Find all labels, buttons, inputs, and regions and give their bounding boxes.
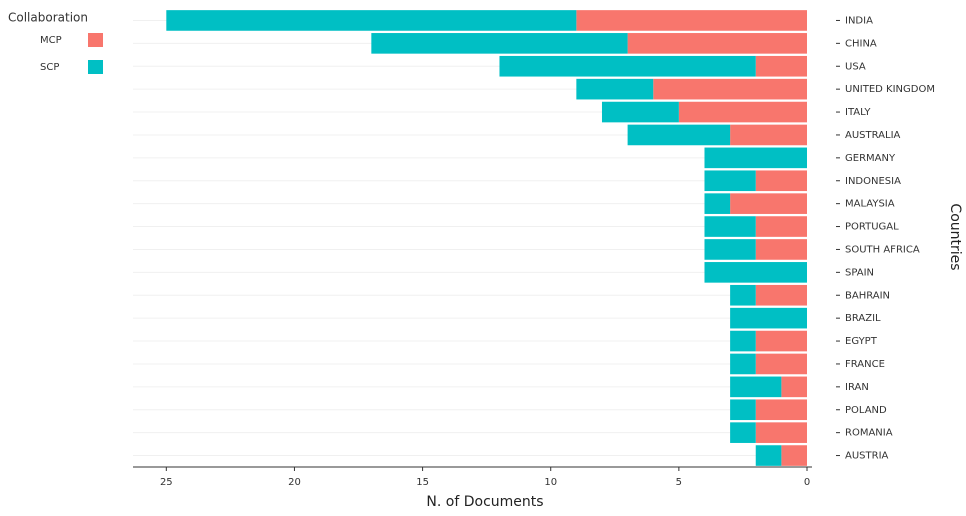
bar-segment (653, 78, 807, 100)
y-tick-label: SOUTH AFRICA (845, 244, 920, 255)
bar-segment (730, 330, 756, 352)
y-tick-label: SPAIN (845, 267, 874, 278)
bar-segment (781, 445, 807, 466)
bar-segment (755, 55, 807, 77)
y-tick-label: AUSTRALIA (845, 130, 901, 141)
bar-segment (730, 376, 782, 398)
bar-segment (627, 33, 807, 54)
y-tick-label: AUSTRIA (845, 451, 889, 462)
bar-segment (499, 55, 756, 77)
x-tick-label: 5 (676, 477, 682, 488)
bar-segment (730, 307, 807, 329)
bar-segment (755, 422, 807, 443)
y-tick-label: MALAYSIA (845, 199, 895, 210)
legend-label: SCP (40, 62, 59, 73)
bar-segment (627, 124, 731, 146)
y-tick-label: INDIA (845, 15, 873, 26)
bar-segment (166, 10, 577, 31)
bar-segment (371, 33, 628, 54)
legend-swatch (88, 33, 103, 47)
y-tick-label: IRAN (845, 382, 869, 393)
bar-segment (755, 399, 807, 421)
bar-segment (576, 78, 654, 100)
bar-segment (678, 101, 807, 123)
bar-segment (730, 193, 807, 214)
y-tick-label: BAHRAIN (845, 290, 890, 301)
y-axis-title: Countries (947, 203, 963, 270)
x-axis-title: N. of Documents (426, 494, 543, 510)
x-tick-label: 25 (160, 477, 173, 488)
legend-label: MCP (40, 35, 62, 46)
bar-segment (755, 170, 807, 192)
bar-segment (755, 330, 807, 352)
y-tick-label: POLAND (845, 405, 887, 416)
bar-segment (704, 216, 756, 237)
bar-segment (576, 10, 807, 31)
bar-segment (755, 216, 807, 237)
y-tick-label: GERMANY (845, 153, 896, 164)
y-tick-label: INDONESIA (845, 176, 901, 187)
bar-segment (704, 147, 807, 169)
bar-segment (704, 262, 807, 283)
y-tick-label: PORTUGAL (845, 222, 899, 233)
y-tick-label: BRAZIL (845, 313, 881, 324)
bar-segment (730, 399, 756, 421)
bar-segment (730, 353, 756, 375)
legend-swatch (88, 60, 103, 74)
bar-segment (704, 193, 731, 214)
bar-segment (755, 239, 807, 260)
y-tick-label: USA (845, 61, 866, 72)
bar-segment (730, 124, 807, 146)
bar-segment (601, 101, 679, 123)
y-tick-label: ROMANIA (845, 428, 893, 439)
y-tick-label: ITALY (845, 107, 871, 118)
bar-segment (781, 376, 807, 398)
bar-segment (755, 284, 807, 306)
bar-segment (704, 239, 756, 260)
y-tick-label: EGYPT (845, 336, 878, 347)
x-tick-label: 15 (416, 477, 429, 488)
bar-segment (755, 445, 782, 466)
y-tick-label: CHINA (845, 38, 877, 49)
x-tick-label: 10 (544, 477, 557, 488)
bar-segment (730, 422, 756, 443)
bar-segment (704, 170, 756, 192)
x-tick-label: 0 (804, 477, 810, 488)
x-tick-label: 20 (288, 477, 301, 488)
y-tick-label: FRANCE (845, 359, 885, 370)
bar-segment (755, 353, 807, 375)
legend-title: Collaboration (8, 11, 88, 25)
y-tick-label: UNITED KINGDOM (845, 84, 935, 95)
bar-segment (730, 284, 756, 306)
